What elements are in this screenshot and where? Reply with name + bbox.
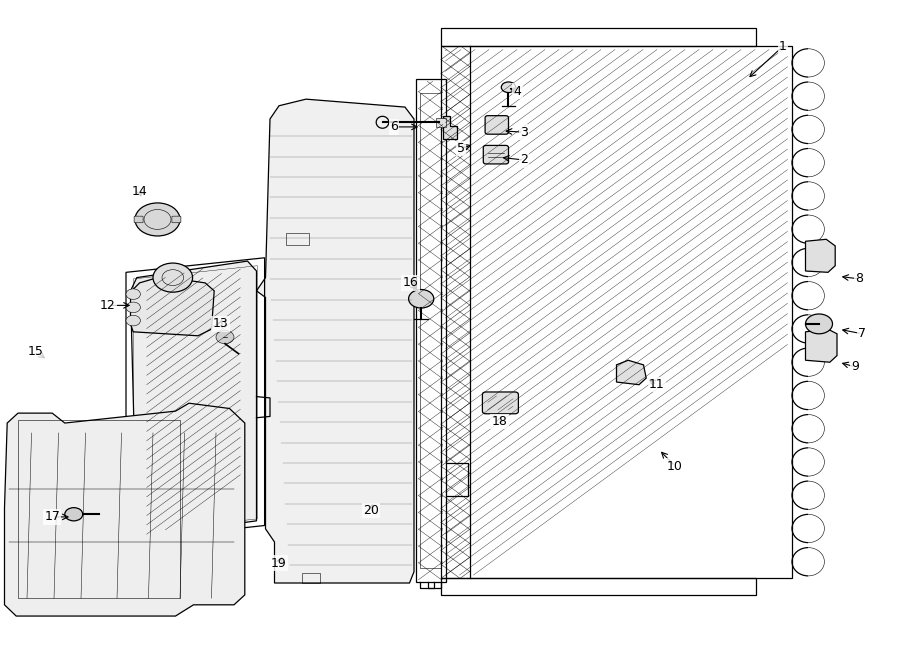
Text: 5: 5 [457, 142, 464, 155]
Circle shape [126, 302, 140, 313]
FancyBboxPatch shape [134, 216, 143, 223]
Text: 6: 6 [391, 120, 398, 134]
Text: 2: 2 [520, 153, 527, 167]
Circle shape [65, 508, 83, 521]
Polygon shape [4, 403, 245, 616]
Circle shape [135, 203, 180, 236]
Text: 14: 14 [131, 185, 148, 198]
Text: 16: 16 [402, 276, 418, 290]
Text: 4: 4 [514, 85, 521, 98]
Text: 7: 7 [859, 327, 866, 340]
FancyBboxPatch shape [482, 392, 518, 414]
Text: 19: 19 [271, 557, 287, 570]
Text: 9: 9 [851, 360, 859, 373]
Circle shape [409, 290, 434, 308]
Text: 1: 1 [779, 40, 787, 53]
Circle shape [126, 315, 140, 326]
Circle shape [126, 289, 140, 299]
FancyBboxPatch shape [436, 118, 446, 127]
Circle shape [501, 82, 516, 93]
Circle shape [216, 330, 234, 344]
Text: 17: 17 [44, 510, 60, 524]
Text: 12: 12 [100, 299, 116, 312]
Polygon shape [806, 329, 837, 362]
Text: 11: 11 [649, 378, 665, 391]
FancyBboxPatch shape [172, 216, 181, 223]
Polygon shape [256, 99, 414, 583]
Circle shape [153, 263, 193, 292]
Text: 8: 8 [856, 272, 863, 286]
Polygon shape [443, 116, 457, 139]
Text: 3: 3 [520, 126, 527, 139]
FancyBboxPatch shape [485, 116, 508, 134]
Polygon shape [806, 239, 835, 272]
Text: 18: 18 [491, 415, 508, 428]
FancyBboxPatch shape [483, 145, 508, 164]
Polygon shape [130, 261, 256, 537]
Polygon shape [616, 360, 646, 385]
Text: 20: 20 [363, 504, 379, 517]
Text: 15: 15 [28, 345, 44, 358]
Text: 13: 13 [212, 317, 229, 330]
Circle shape [806, 314, 832, 334]
Text: 10: 10 [667, 459, 683, 473]
Polygon shape [130, 276, 214, 336]
